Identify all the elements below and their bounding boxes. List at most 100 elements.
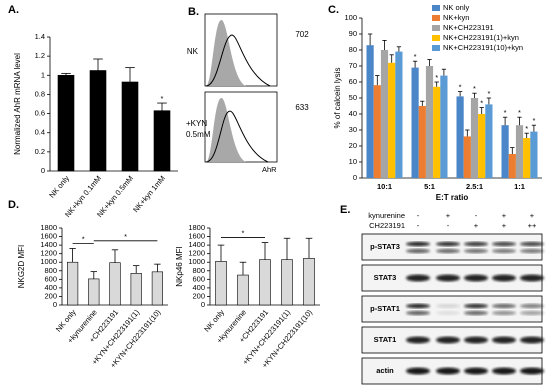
y-tick-label: 1800	[40, 223, 57, 232]
significance-mark: *	[473, 84, 476, 93]
x-tick-label: 5:1	[424, 182, 435, 191]
legend-swatch	[432, 45, 440, 51]
significance-mark: *	[414, 52, 417, 61]
bar	[366, 45, 374, 179]
x-tick-label: NK+kyn 1mM	[131, 174, 167, 214]
treatment-level: -	[475, 211, 478, 220]
histogram-line	[205, 110, 269, 163]
treatment-level: -	[447, 221, 450, 230]
legend-swatch	[432, 15, 440, 21]
bar	[411, 67, 419, 178]
blot-band	[436, 248, 460, 254]
panel-label: E.	[340, 204, 350, 216]
mfi-value: 633	[295, 103, 309, 112]
bar	[508, 154, 516, 178]
bar	[485, 104, 493, 178]
blot-label: actin	[376, 366, 394, 375]
flow-histograms	[204, 13, 278, 163]
blot-band	[492, 274, 516, 282]
y-axis-label: % of calcein lysis	[333, 68, 342, 129]
blot-band	[492, 310, 516, 316]
y-tick-label: 0	[41, 166, 45, 175]
y-axis-label: NKp46 MFI	[175, 246, 184, 286]
blot-band	[436, 274, 460, 282]
y-tick-label: 400	[44, 283, 57, 292]
blot-band	[520, 367, 544, 375]
blot-band	[436, 367, 460, 375]
y-axis-label: NKG2D MFI	[17, 245, 26, 289]
y-tick-label: 0	[353, 173, 357, 182]
x-tick-label: 10:1	[377, 182, 392, 191]
bar	[215, 261, 227, 306]
blot-band	[520, 248, 544, 254]
blot-band	[492, 367, 516, 375]
y-tick-label: 1400	[188, 240, 205, 249]
y-tick-label: 1600	[188, 232, 205, 241]
blot-band	[464, 248, 488, 254]
blot-band	[464, 274, 488, 282]
legend-label: NK+CH223191	[443, 23, 494, 32]
bar	[380, 50, 389, 178]
bar	[259, 259, 271, 306]
y-axis-label: Normalized AhR mRNA level	[13, 53, 22, 155]
blot-band	[464, 303, 488, 309]
blot-band	[492, 303, 516, 309]
treatment-level: ++	[528, 221, 537, 230]
y-tick-label: 1600	[40, 232, 57, 241]
sample-label: 0.5mM	[186, 130, 211, 139]
histogram-fill	[206, 19, 246, 86]
treatment-level: -	[417, 221, 420, 230]
y-tick-label: 1000	[188, 257, 205, 266]
blot-band	[464, 367, 488, 375]
significance-mark: *	[532, 116, 535, 125]
significance-mark: *	[435, 73, 438, 82]
y-tick-label: 20	[349, 141, 357, 150]
treatment-label: CH223191	[369, 221, 405, 230]
y-tick-label: 30	[349, 125, 357, 134]
blot-band	[406, 274, 430, 282]
y-tick-label: 0	[201, 300, 205, 309]
x-tick-label: 1:1	[514, 182, 525, 191]
bar	[151, 271, 164, 306]
y-tick-label: 1400	[40, 240, 57, 249]
blot-band	[406, 310, 430, 316]
x-tick-label: 2.5:1	[466, 182, 483, 191]
bar	[425, 66, 434, 178]
blot-band	[464, 310, 488, 316]
y-tick-label: 40	[349, 109, 357, 118]
y-tick-label: 600	[192, 274, 205, 283]
bar	[121, 81, 139, 172]
bar	[88, 278, 100, 306]
y-tick-label: 100	[344, 13, 357, 22]
significance-mark: *	[487, 89, 490, 98]
bar	[515, 125, 524, 178]
x-axis-label: AhR	[262, 165, 277, 174]
blot-band	[436, 310, 460, 316]
bar	[130, 273, 142, 306]
blot-band	[492, 241, 516, 247]
y-tick-label: 600	[44, 274, 57, 283]
bar	[418, 106, 426, 178]
y-tick-label: 1.2	[35, 51, 45, 60]
bar	[501, 125, 509, 178]
treatment-level: +	[502, 211, 507, 220]
bar	[281, 259, 293, 306]
treatment-level: +	[474, 221, 479, 230]
y-tick-label: 60	[349, 77, 357, 86]
bar	[237, 274, 249, 306]
y-tick-label: 0	[53, 300, 57, 309]
histogram-fill	[206, 97, 246, 162]
treatment-level: +	[502, 221, 507, 230]
blot-band	[436, 241, 460, 247]
y-tick-label: 1800	[188, 223, 205, 232]
bar	[57, 74, 75, 172]
y-tick-label: 1000	[40, 257, 57, 266]
comparison-mark: *	[82, 235, 85, 244]
y-tick-label: 10	[349, 157, 357, 166]
y-tick-label: 200	[44, 291, 57, 300]
blot-label: p-STAT1	[370, 304, 400, 313]
y-tick-label: 200	[192, 291, 205, 300]
legend-label: NK+CH223191(10)+kyn	[443, 43, 523, 52]
blot-band	[406, 367, 430, 375]
comparison-mark: *	[242, 229, 245, 238]
